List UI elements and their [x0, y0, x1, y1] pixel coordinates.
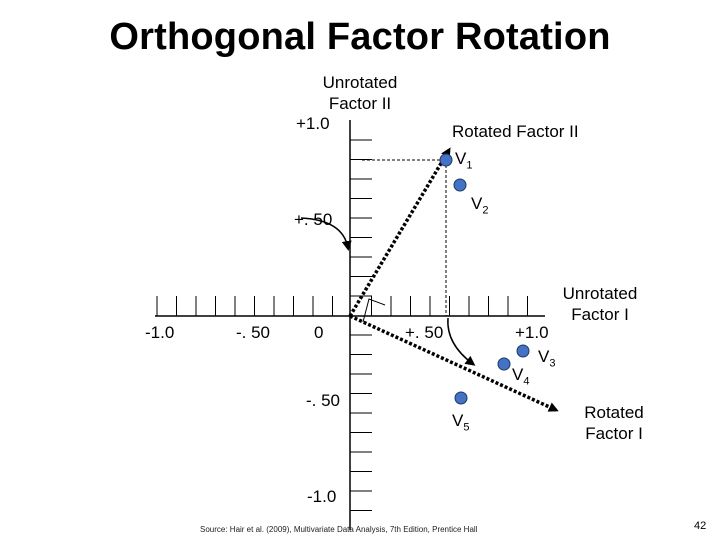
tick-x-minus-50: -. 50 — [236, 323, 271, 342]
rotated-factor-ii-axis — [348, 147, 451, 317]
rotation-arc-factor-i — [447, 317, 476, 366]
rotation-arc-factor-ii — [300, 217, 352, 251]
v3-marker — [516, 344, 530, 358]
rotated-factor-ii-label: Rotated Factor II — [452, 122, 579, 141]
rotated-factor-i-axis — [349, 314, 559, 412]
tick-x-plus-1: +1.0 — [515, 323, 549, 342]
v4-label: V4 — [512, 365, 530, 388]
tick-y-minus-1: -1.0 — [307, 487, 337, 506]
unrotated-factor-i-line1: Unrotated — [562, 284, 638, 303]
tick-x-plus-50: +. 50 — [405, 323, 444, 342]
rotated-factor-i-line2: Factor I — [585, 424, 643, 443]
v2-marker — [453, 178, 467, 192]
v5-label: V5 — [452, 411, 470, 434]
v5-marker — [454, 391, 468, 405]
rotated-factor-i-label: Rotated Factor I — [566, 402, 662, 444]
rotated-factor-i-line1: Rotated — [584, 403, 644, 422]
tick-y-plus-1: +1.0 — [296, 114, 330, 133]
unrotated-factor-ii-line1: Unrotated — [322, 73, 398, 92]
v2-label: V2 — [471, 194, 489, 217]
source-citation: Source: Hair et al. (2009), Multivariate… — [200, 525, 478, 534]
unrotated-factor-i-label: Unrotated Factor I — [548, 283, 652, 325]
unrotated-factor-ii-label: Unrotated Factor II — [308, 72, 412, 114]
x-axis-ticks — [156, 296, 528, 316]
v3-label: V3 — [538, 347, 556, 370]
v1-marker — [439, 153, 453, 167]
page-number: 42 — [694, 520, 707, 532]
right-angle-marker — [362, 298, 386, 323]
slide-title: Orthogonal Factor Rotation — [109, 16, 611, 58]
unrotated-factor-ii-line2: Factor II — [328, 94, 392, 113]
unrotated-factor-i-line2: Factor I — [571, 305, 629, 324]
tick-x-minus-1: -1.0 — [145, 323, 175, 342]
v4-marker — [497, 357, 511, 371]
tick-y-plus-50: +. 50 — [294, 210, 333, 229]
v1-label: V1 — [455, 149, 473, 172]
tick-y-minus-50: -. 50 — [306, 391, 341, 410]
tick-x-zero: 0 — [314, 323, 324, 342]
